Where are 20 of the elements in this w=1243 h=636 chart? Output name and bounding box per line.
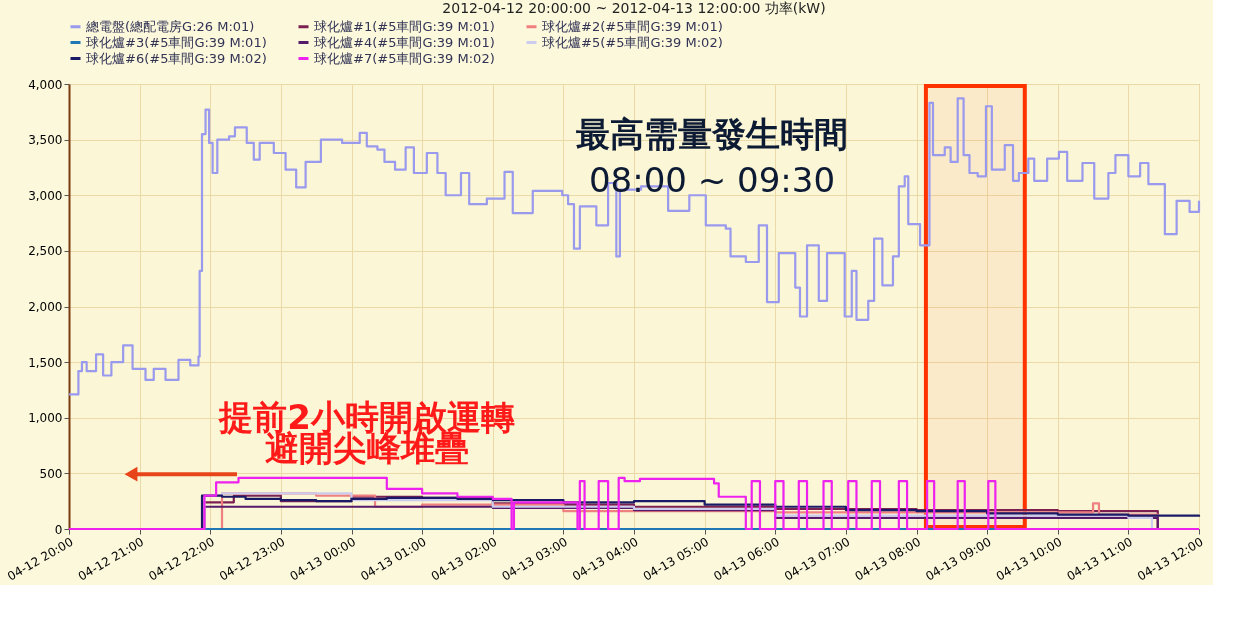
legend-label: 球化爐#4(#5車間G:39 M:01) [314,34,495,50]
y-tick-label: 1,500 [28,355,63,370]
y-tick-label: 3,500 [28,133,63,148]
legend-label: 總電盤(總配電房G:26 M:01) [85,18,255,34]
y-tick-label: 1,000 [28,411,63,426]
legend-label: 球化爐#6(#5車間G:39 M:02) [86,50,267,66]
legend-label: 球化爐#2(#5車間G:39 M:01) [542,18,723,34]
y-tick-label: 2,500 [28,244,63,259]
y-tick-label: 500 [39,466,63,481]
legend-label: 球化爐#1(#5車間G:39 M:01) [314,18,495,34]
annotation: 08:00 ~ 09:30 [588,159,836,200]
y-tick-label: 0 [54,522,63,537]
y-tick-label: 3,000 [28,188,63,203]
legend-label: 球化爐#7(#5車間G:39 M:02) [314,50,495,66]
y-tick-label: 2,000 [28,300,63,314]
annotation: 最高需量發生時間 [576,114,848,155]
legend-label: 球化爐#3(#5車間G:39 M:01) [86,34,267,50]
y-tick-label: 4,000 [28,77,63,92]
legend-label: 球化爐#5(#5車間G:39 M:02) [542,34,723,50]
chart-title: 2012-04-12 20:00:00 ~ 2012-04-13 12:00:00 功率(kW) [442,0,826,16]
